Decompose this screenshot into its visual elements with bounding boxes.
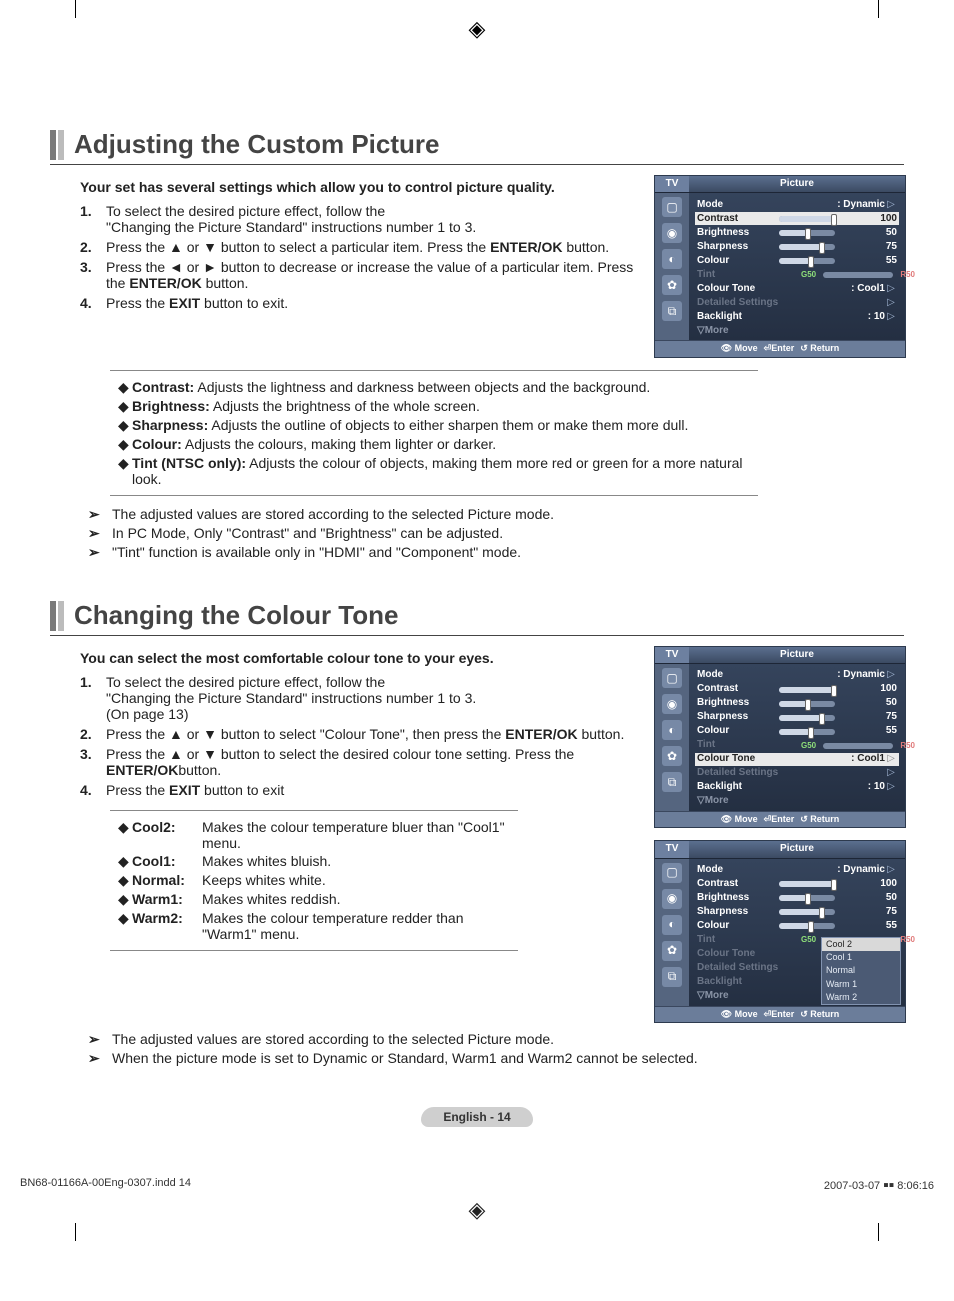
osd-row-contrast[interactable]: Contrast 100 (695, 212, 899, 225)
osd-icon: ▢ (662, 197, 682, 217)
osd-foot-enter: ⏎Enter (764, 343, 795, 354)
osd-row-colour[interactable]: Colour55 (695, 920, 899, 933)
osd-row-sharpness[interactable]: Sharpness75 (695, 906, 899, 919)
dropdown-opt[interactable]: Warm 1 (822, 978, 900, 991)
osd-title: Picture (689, 647, 905, 664)
s2-note1: The adjusted values are stored according… (112, 1031, 554, 1048)
section1-notes: ➢The adjusted values are stored accordin… (88, 506, 904, 561)
colourtone-dropdown[interactable]: Cool 2 Cool 1 Normal Warm 1 Warm 2 (821, 937, 901, 1005)
osd-row-mode[interactable]: Mode: Dynamic▷ (695, 864, 899, 877)
osd-row-more[interactable]: ▽More (695, 795, 899, 808)
osd-row-colour[interactable]: Colour 55 (695, 254, 899, 267)
section1-definitions: ◆Contrast: Adjusts the lightness and dar… (110, 370, 758, 496)
osd-row-colour[interactable]: Colour55 (695, 725, 899, 738)
osd-foot-return: ↺ Return (800, 343, 839, 354)
osd-row-more[interactable]: ▽More (695, 324, 899, 337)
osd-row-tint: TintG50R50 (695, 739, 899, 752)
osd-row-contrast[interactable]: Contrast100 (695, 878, 899, 891)
s2-note2: When the picture mode is set to Dynamic … (112, 1050, 698, 1067)
footer-filename: BN68-01166A-00Eng-0307.indd 14 (20, 1177, 191, 1193)
osd-row-colourtone[interactable]: Colour Tone: Cool1▷ (695, 753, 899, 766)
osd-row-brightness[interactable]: Brightness50 (695, 892, 899, 905)
s2-step2: Press the ▲ or ▼ button to select "Colou… (106, 726, 644, 742)
osd-row-sharpness[interactable]: Sharpness 75 (695, 240, 899, 253)
osd-title: Picture (689, 841, 905, 858)
section1-intro: Your set has several settings which allo… (80, 179, 644, 195)
s1-note1: The adjusted values are stored according… (112, 506, 554, 523)
osd-row-detailed: Detailed Settings ▷ (695, 296, 899, 309)
dropdown-opt[interactable]: Cool 1 (822, 951, 900, 964)
section1-title: Adjusting the Custom Picture (74, 130, 439, 160)
s1-step3: Press the ◄ or ► button to decrease or i… (106, 259, 644, 291)
osd-footer: 👁 Move ⏎Enter ↺ Return (655, 340, 905, 356)
osd-row-backlight[interactable]: Backlight : 10 ▷ (695, 310, 899, 323)
footer-timestamp: 2007-03-07 ￭￭ 8:06:16 (824, 1177, 934, 1193)
osd-tv-label: TV (655, 647, 689, 664)
section1-steps: 1. To select the desired picture effect,… (80, 203, 644, 311)
osd-row-brightness[interactable]: Brightness 50 (695, 226, 899, 239)
osd-row-detailed: Detailed Settings▷ (695, 767, 899, 780)
s1-note2: In PC Mode, Only "Contrast" and "Brightn… (112, 525, 503, 542)
dropdown-opt[interactable]: Cool 2 (822, 938, 900, 951)
osd-menu-3: TV Picture ▢◉◐✿⧉ Mode: Dynamic▷ Contrast… (654, 840, 906, 1023)
osd-row-backlight[interactable]: Backlight: 10▷ (695, 781, 899, 794)
osd-row-mode[interactable]: Mode: Dynamic▷ (695, 669, 899, 682)
s2-step4: Press the EXIT button to exit (106, 782, 644, 798)
osd-row-mode[interactable]: Mode : Dynamic ▷ (695, 198, 899, 211)
osd-icon: ⧉ (662, 301, 682, 321)
registration-mark-top: ◈ (0, 18, 954, 40)
s1-note3: "Tint" function is available only in "HD… (112, 544, 521, 561)
section-adjusting-custom-picture: Adjusting the Custom Picture Your set ha… (50, 130, 904, 561)
page-number-pill: English - 14 (421, 1107, 532, 1127)
osd-icon: ◉ (662, 223, 682, 243)
osd-icon: ◐ (662, 249, 682, 269)
osd-tv-label: TV (655, 841, 689, 858)
section2-steps: 1. To select the desired picture effect,… (80, 674, 644, 798)
osd-tv-label: TV (655, 176, 689, 193)
section-changing-colour-tone: Changing the Colour Tone You can select … (50, 601, 904, 1067)
osd-row-brightness[interactable]: Brightness50 (695, 697, 899, 710)
section2-intro: You can select the most comfortable colo… (80, 650, 644, 666)
osd-row-contrast[interactable]: Contrast100 (695, 683, 899, 696)
osd-icon-col: ▢ ◉ ◐ ✿ ⧉ (655, 193, 689, 340)
page-footer: English - 14 (50, 1107, 904, 1127)
osd-foot-move: 👁 Move (721, 343, 758, 354)
s1-step2: Press the ▲ or ▼ button to select a part… (106, 239, 644, 255)
osd-row-tint: Tint G50R50 (695, 268, 899, 281)
section2-definitions: ◆Cool2:Makes the colour temperature blue… (110, 810, 518, 951)
osd-row-colourtone[interactable]: Colour Tone : Cool1 ▷ (695, 282, 899, 295)
osd-menu-2: TV Picture ▢◉◐✿⧉ Mode: Dynamic▷ Contrast… (654, 646, 906, 829)
s2-step3: Press the ▲ or ▼ button to select the de… (106, 746, 644, 778)
s2-step1: To select the desired picture effect, fo… (106, 674, 644, 722)
osd-menu-1: TV Picture ▢ ◉ ◐ ✿ ⧉ Mode (654, 175, 906, 358)
dropdown-opt[interactable]: Normal (822, 964, 900, 977)
s1-step1: To select the desired picture effect, fo… (106, 203, 644, 235)
dropdown-opt[interactable]: Warm 2 (822, 991, 900, 1004)
osd-row-sharpness[interactable]: Sharpness75 (695, 711, 899, 724)
section2-notes: ➢The adjusted values are stored accordin… (88, 1031, 904, 1067)
section2-title: Changing the Colour Tone (74, 601, 398, 631)
osd-icon: ✿ (662, 275, 682, 295)
s1-step4: Press the EXIT button to exit. (106, 295, 644, 311)
osd-title: Picture (689, 176, 905, 193)
registration-mark-bottom: ◈ (0, 1197, 954, 1223)
